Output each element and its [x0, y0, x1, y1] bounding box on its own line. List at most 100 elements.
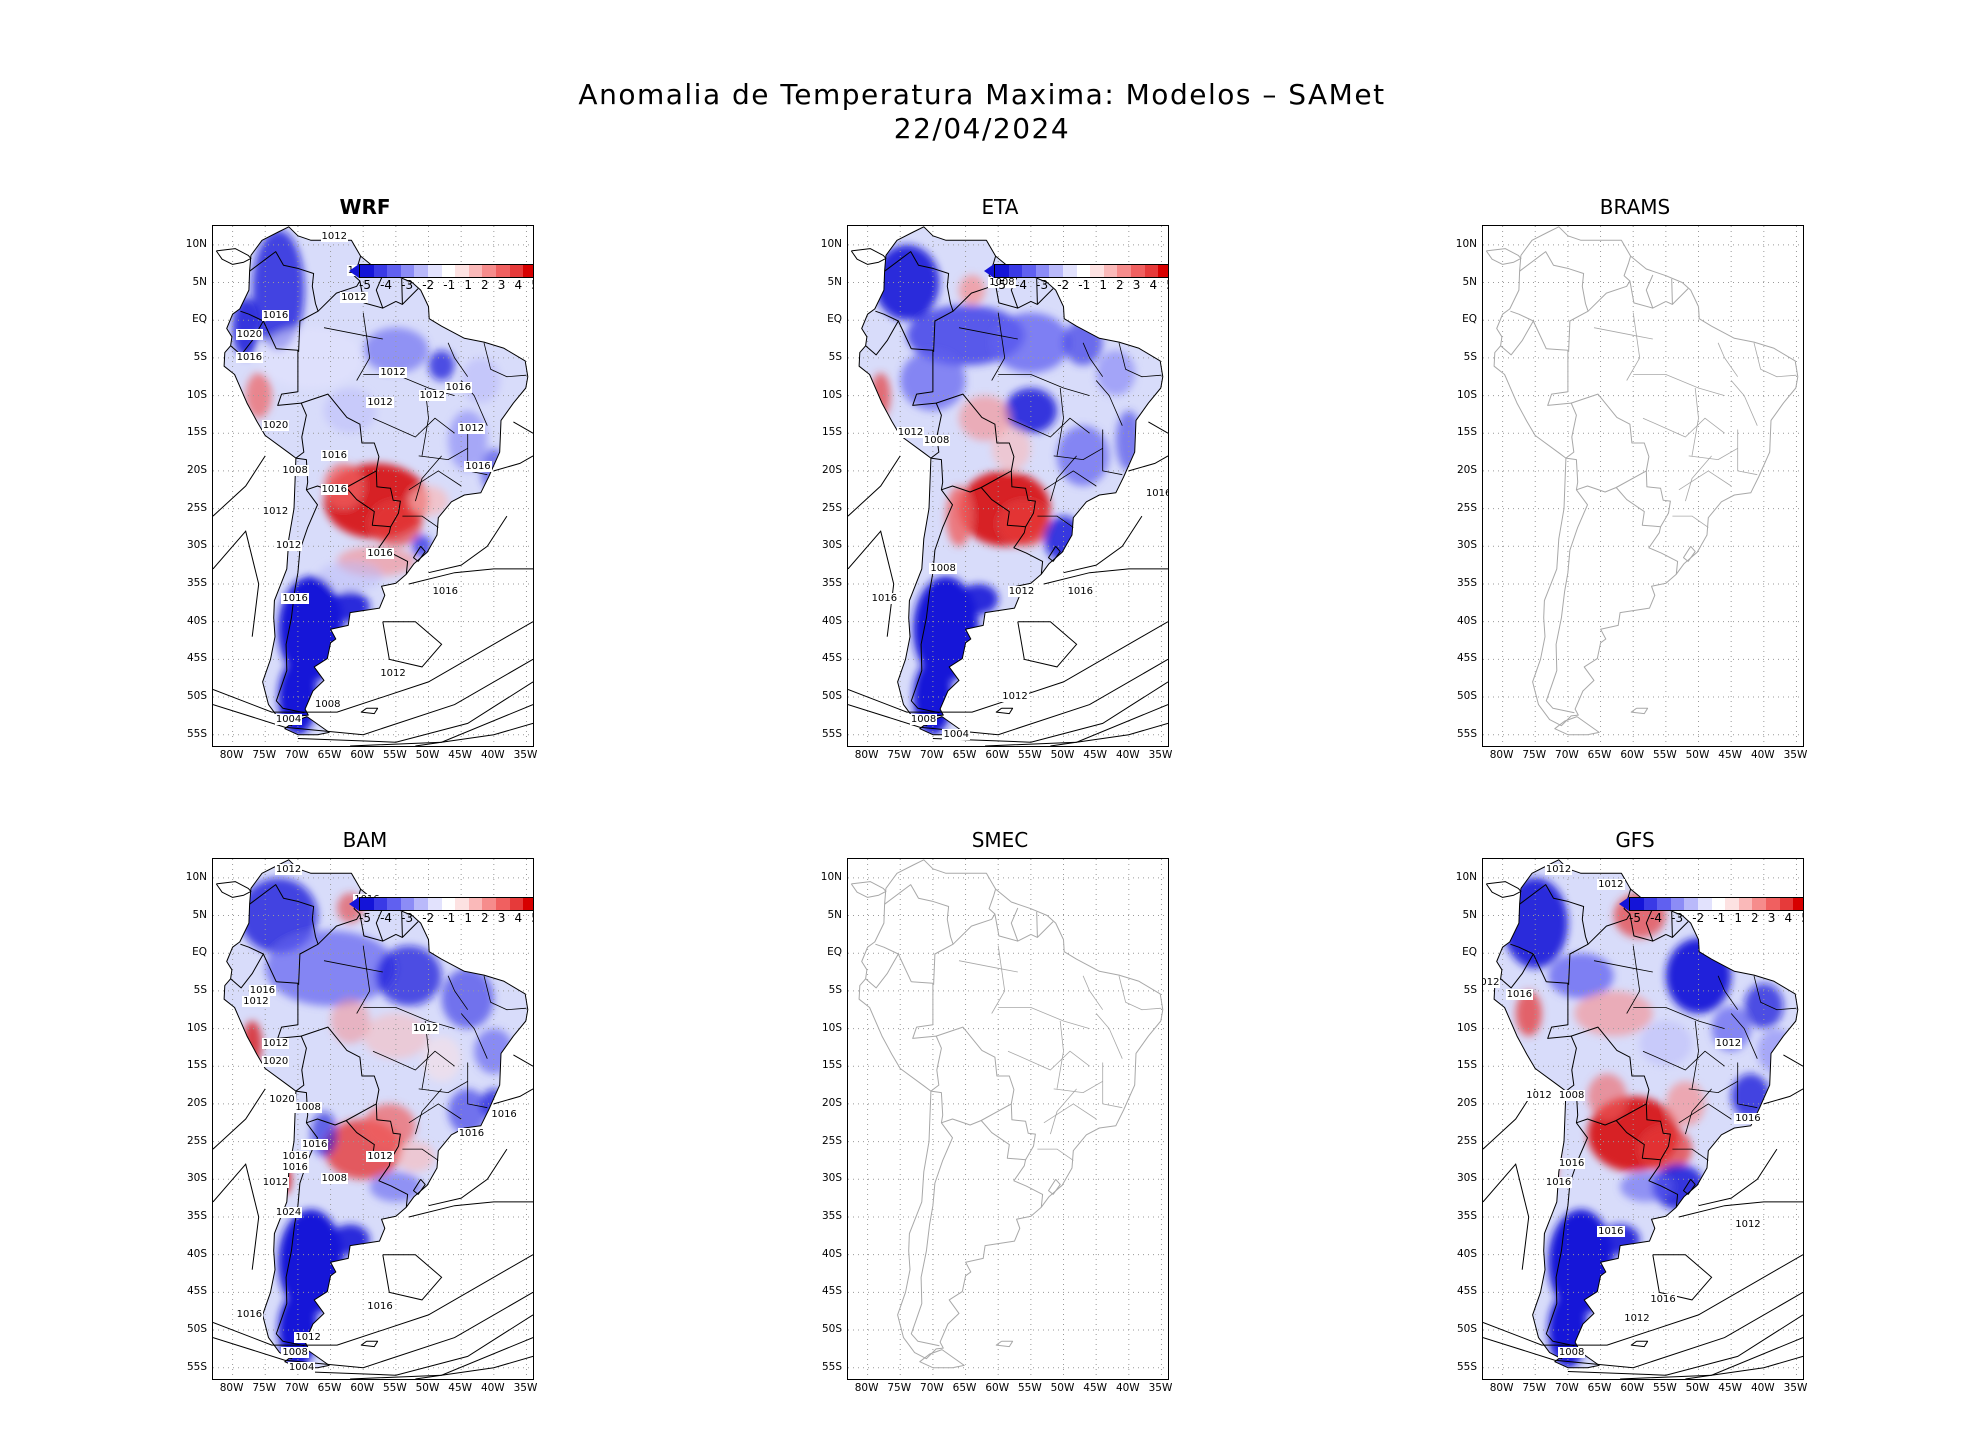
- isobar-line: [408, 1201, 533, 1218]
- lon-tick-label: 40W: [480, 1382, 505, 1394]
- isobar-line: [428, 515, 508, 574]
- colorbar-label: 3: [497, 911, 506, 925]
- anomaly-patch: [232, 297, 259, 358]
- panel-title: WRF: [339, 195, 391, 219]
- lat-tick-label: 20S: [821, 1096, 842, 1109]
- lat-tick-label: 45S: [1456, 652, 1477, 665]
- colorbar-swatch: [1022, 265, 1036, 277]
- lon-tick-label: 35W: [1783, 749, 1808, 761]
- isobar-line: [1148, 421, 1168, 434]
- colorbar-swatch: [995, 265, 1009, 277]
- lat-tick-label: 40S: [821, 614, 842, 627]
- lon-tick-label: 45W: [448, 1382, 473, 1394]
- isobar-label: 1012: [457, 423, 486, 435]
- lat-tick-label: 50S: [821, 690, 842, 702]
- map-area: [847, 858, 1169, 1380]
- anomaly-patch: [945, 486, 973, 547]
- colorbar-swatch: [1657, 898, 1671, 910]
- isobar-line: [932, 681, 1168, 743]
- colorbar-swatch: [1725, 898, 1739, 910]
- isobar-label: 1008: [1557, 1346, 1586, 1358]
- isobar-line: [848, 530, 895, 637]
- lat-tick-label: 10N: [1455, 870, 1477, 883]
- isobar-label: 1012: [1001, 691, 1029, 702]
- colorbar-swatch: [1063, 265, 1077, 277]
- lon-tick-label: 45W: [1718, 749, 1743, 761]
- isobar-label: 1016: [1144, 487, 1168, 499]
- isobar-label: 1016: [235, 351, 264, 363]
- lon-tick-label: 45W: [1718, 1382, 1743, 1394]
- isobar-label: 1012: [274, 864, 303, 876]
- isobar-label: 1016: [1649, 1293, 1677, 1305]
- lat-tick-label: 5S: [193, 350, 207, 363]
- anomaly-patch: [330, 998, 370, 1044]
- lon-tick-label: 45W: [448, 749, 473, 761]
- colorbar-swatch: [1103, 265, 1118, 277]
- panel-title: SMEC: [971, 828, 1029, 852]
- isobar-line: [1567, 1314, 1803, 1376]
- colorbar-swatch: [1738, 898, 1753, 910]
- panel-title: GFS: [1615, 828, 1655, 852]
- colorbar-label: -1: [443, 911, 456, 925]
- colorbar-swatch: [496, 265, 510, 277]
- lon-tick-label: 65W: [317, 1382, 342, 1394]
- isobar-line: [213, 1088, 266, 1150]
- lon-tick-label: 75W: [1522, 1382, 1547, 1394]
- isobar-label: 1016: [1597, 1226, 1625, 1238]
- lat-tick-label: 10S: [1456, 388, 1477, 401]
- colorbar-label: 5: [531, 278, 533, 292]
- lat-tick-label: 5N: [827, 908, 842, 921]
- colorbar-swatch: [1090, 265, 1104, 277]
- lon-tick-label: 60W: [1620, 1382, 1645, 1394]
- isobar-line: [1483, 1291, 1803, 1369]
- lat-tick-label: 35S: [1456, 576, 1477, 589]
- isobar-label: 1012: [261, 506, 290, 518]
- lat-tick-label: 10N: [185, 870, 207, 883]
- isobar-label: 1016: [281, 1150, 309, 1162]
- map-area: 1012101210121016102010161012101210121016…: [212, 225, 534, 747]
- isobar-label: 1016: [444, 382, 473, 394]
- map-area: 1012 1012 1012 1016 1012 1012 1008 1016 1016 1016…: [1482, 858, 1804, 1380]
- anomaly-patch: [1665, 1081, 1706, 1127]
- lon-tick-label: 80W: [854, 1382, 879, 1394]
- isobar-label: 1016: [235, 1308, 264, 1320]
- anomaly-patch: [998, 501, 1051, 547]
- anomaly-patch: [363, 1013, 429, 1059]
- colorbar-swatch: [360, 265, 374, 277]
- lon-tick-label: 75W: [887, 1382, 912, 1394]
- lat-tick-label: 20S: [186, 463, 207, 476]
- colorbar-legend: -5 -4 -3 -2 -1 12345: [349, 897, 533, 925]
- lat-tick-label: EQ: [1462, 313, 1477, 326]
- anomaly-patch: [278, 1209, 344, 1315]
- lon-tick-label: 80W: [219, 1382, 244, 1394]
- lon-tick-label: 75W: [887, 749, 912, 761]
- figure-title: Anomalia de Temperatura Maxima: Modelos …: [578, 78, 1386, 111]
- lat-tick-label: 50S: [1456, 1323, 1477, 1335]
- isobar-line: [1063, 515, 1143, 574]
- lat-tick-label: 50S: [186, 1323, 207, 1335]
- isobar-label: 1016: [457, 1128, 486, 1140]
- lat-tick-label: 30S: [186, 1172, 207, 1185]
- lat-tick-label: EQ: [192, 313, 207, 326]
- anomaly-patch: [363, 327, 429, 373]
- lon-tick-label: 75W: [252, 1382, 277, 1394]
- lat-tick-label: 40S: [186, 1247, 207, 1260]
- isobar-label: 1016: [464, 461, 492, 473]
- isobar-line: [1043, 568, 1168, 585]
- lat-tick-label: 55S: [821, 1360, 842, 1373]
- map-canvas: [848, 226, 1168, 746]
- colorbar-swatch: [1670, 898, 1685, 910]
- colorbar-swatch: [1144, 265, 1159, 277]
- isobar-line: [213, 621, 533, 713]
- isobar-line: [297, 681, 533, 743]
- lon-tick-label: 40W: [1750, 749, 1775, 761]
- colorbar-label: -3: [401, 911, 414, 925]
- lat-tick-label: 5S: [1463, 350, 1477, 363]
- colorbar-swatch: [414, 265, 429, 277]
- isobar-line: [1678, 1201, 1803, 1218]
- lon-tick-label: 50W: [1050, 749, 1075, 761]
- lat-tick-label: 30S: [1456, 539, 1477, 552]
- colorbar-swatch: [1049, 265, 1064, 277]
- isobar-label: 1012: [1483, 977, 1501, 989]
- colorbar-swatch: [1766, 898, 1780, 910]
